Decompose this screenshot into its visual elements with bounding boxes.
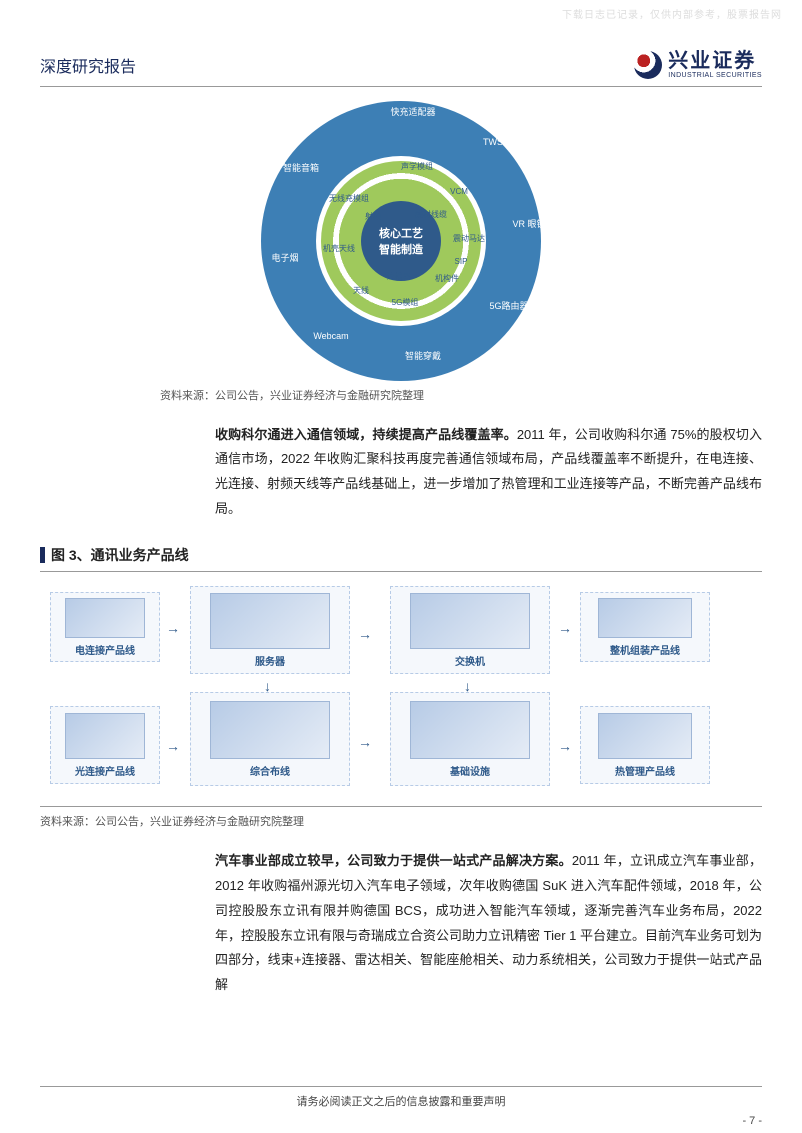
product-image-placeholder (410, 701, 530, 759)
fig1-source: 资料来源：公司公告，兴业证券经济与金融研究院整理 (160, 387, 762, 403)
outer-product: 智能音箱 (275, 161, 327, 174)
mid-product: SIP (441, 257, 481, 266)
product-box: 服务器 (190, 586, 350, 674)
outer-product: 智能穿戴 (397, 349, 449, 362)
mid-product: 射频 (353, 211, 393, 222)
product-box: 综合布线 (190, 692, 350, 786)
product-label: 电连接产品线 (75, 642, 135, 657)
arrow-icon: → (358, 626, 372, 642)
paragraph-1: 收购科尔通进入通信领域，持续提高产品线覆盖率。2011 年，公司收购科尔通 75… (215, 423, 762, 522)
arrow-icon: → (166, 738, 180, 754)
outer-product: VR 眼镜 (503, 217, 555, 230)
center-line2: 智能制造 (379, 241, 423, 257)
product-label: 热管理产品线 (615, 763, 675, 778)
mid-product: 机壳天线 (319, 243, 359, 254)
mid-product: 线材线缆 (411, 209, 451, 220)
mid-product: VCM (439, 187, 479, 196)
mid-product: 5G模组 (385, 297, 425, 308)
product-box: 热管理产品线 (580, 706, 710, 784)
product-label: 综合布线 (250, 763, 290, 778)
product-box: 交换机 (390, 586, 550, 674)
report-type: 深度研究报告 (40, 53, 136, 77)
outer-product: 5G路由器 (483, 299, 535, 312)
product-image-placeholder (65, 598, 145, 638)
arrow-icon: → (166, 620, 180, 636)
mid-product: 声学模组 (397, 161, 437, 172)
mid-product: 天线 (341, 285, 381, 296)
product-image-placeholder (65, 713, 145, 759)
product-image-placeholder (210, 593, 330, 649)
outer-product: 电子烟 (259, 251, 311, 264)
para2-rest: 2011 年，立讯成立汽车事业部，2012 年收购福州源光切入汽车电子领域，次年… (215, 853, 762, 991)
product-image-placeholder (410, 593, 530, 649)
logo-en: INDUSTRIAL SECURITIES (668, 72, 762, 80)
fig3-title-row: 图 3、通讯业务产品线 (40, 545, 762, 572)
logo-cn: 兴业证券 (668, 50, 762, 72)
outer-product: 快充适配器 (387, 105, 439, 118)
fig3-title: 图 3、通讯业务产品线 (51, 545, 189, 565)
arrow-icon: ↓ (464, 678, 471, 694)
page-header: 深度研究报告 兴业证券 INDUSTRIAL SECURITIES (40, 50, 762, 87)
mid-product: 震动马达 (449, 233, 489, 244)
arrow-icon: → (358, 734, 372, 750)
product-box: 整机组装产品线 (580, 592, 710, 662)
company-logo: 兴业证券 INDUSTRIAL SECURITIES (634, 50, 762, 80)
product-image-placeholder (598, 598, 692, 638)
fig3-source: 资料来源：公司公告，兴业证券经济与金融研究院整理 (40, 806, 762, 829)
figure-comm-products: 电连接产品线光连接产品线 服务器综合布线 交换机基础设施 整机组装产品线热管理产品线 →… (40, 586, 762, 796)
page-number: - 7 - (742, 1115, 762, 1127)
figure-donut: 核心工艺 智能制造 快充适配器 TWS VR 眼镜 5G路由器智能穿戴 Webcam 电子… (201, 101, 601, 381)
product-label: 基础设施 (450, 763, 490, 778)
paragraph-2: 汽车事业部成立较早，公司致力于提供一站式产品解决方案。2011 年，立讯成立汽车… (215, 849, 762, 997)
product-label: 交换机 (455, 653, 485, 668)
arrow-icon: → (558, 620, 572, 636)
product-label: 整机组装产品线 (610, 642, 680, 657)
mid-product: 连接器 (379, 271, 419, 282)
footer: 请务必阅读正文之后的信息披露和重要声明 (40, 1086, 762, 1109)
watermark-text: 下载日志已记录，仅供内部参考，股票报告网 (562, 6, 782, 21)
mid-product: 无线充模组 (329, 193, 369, 204)
para2-bold: 汽车事业部成立较早，公司致力于提供一站式产品解决方案。 (215, 853, 572, 868)
page-container: 深度研究报告 兴业证券 INDUSTRIAL SECURITIES 核心工艺 智… (0, 0, 802, 1082)
logo-text-wrap: 兴业证券 INDUSTRIAL SECURITIES (668, 50, 762, 80)
product-box: 电连接产品线 (50, 592, 160, 662)
product-label: 服务器 (255, 653, 285, 668)
product-image-placeholder (598, 713, 692, 759)
product-box: 光连接产品线 (50, 706, 160, 784)
product-image-placeholder (210, 701, 330, 759)
arrow-icon: → (558, 738, 572, 754)
product-box: 基础设施 (390, 692, 550, 786)
center-line1: 核心工艺 (379, 225, 423, 241)
disclaimer: 请务必阅读正文之后的信息披露和重要声明 (297, 1093, 506, 1109)
product-label: 光连接产品线 (75, 763, 135, 778)
para1-bold: 收购科尔通进入通信领域，持续提高产品线覆盖率。 (215, 427, 517, 442)
logo-icon (634, 51, 662, 79)
mid-product: 机构件 (427, 273, 467, 284)
title-bar-icon (40, 547, 45, 563)
outer-product: TWS (467, 137, 519, 147)
arrow-icon: ↓ (264, 678, 271, 694)
outer-product: Webcam (305, 331, 357, 341)
